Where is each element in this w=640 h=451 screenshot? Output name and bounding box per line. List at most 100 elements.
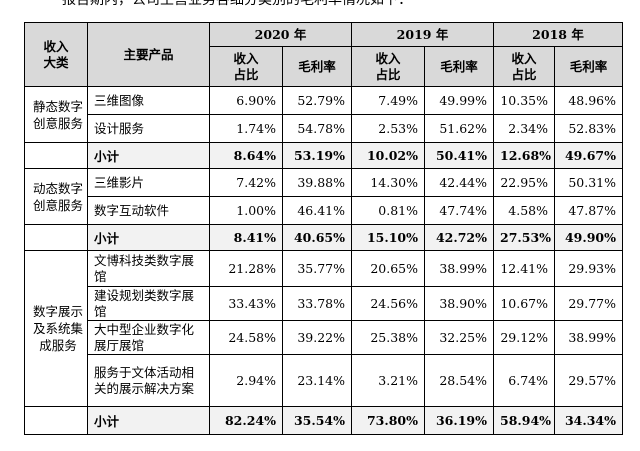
value-cell: 49.99% <box>424 86 494 115</box>
value-cell: 6.90% <box>209 86 283 115</box>
value-cell: 35.54% <box>282 406 352 435</box>
value-cell: 53.19% <box>282 142 352 169</box>
product-cell: 建设规划类数字展馆 <box>87 286 210 321</box>
value-cell: 42.72% <box>424 224 494 251</box>
subtotal-row: 小计 8.64% 53.19% 10.02% 50.41% 12.68% 49.… <box>24 142 623 169</box>
value-cell: 38.99% <box>554 320 623 355</box>
value-cell: 10.35% <box>493 86 555 115</box>
header-category: 收入大类 <box>24 22 88 87</box>
value-cell: 28.54% <box>424 354 494 407</box>
table-row: 数字互动软件 1.00% 46.41% 0.81% 47.74% 4.58% 4… <box>25 196 623 225</box>
product-cell: 服务于文体活动相关的展示解决方案 <box>87 354 210 407</box>
subtotal-row: 小计 8.41% 40.65% 15.10% 42.72% 27.53% 49.… <box>24 224 623 251</box>
header-margin: 毛利率 <box>282 46 352 87</box>
value-cell: 47.74% <box>424 196 494 225</box>
category-cell: 数字展示及系统集成服务 <box>24 250 88 407</box>
value-cell: 73.80% <box>351 406 425 435</box>
product-cell: 设计服务 <box>87 114 210 143</box>
category-cell: 静态数字创意服务 <box>24 86 88 143</box>
subtotal-row: 小计 82.24% 35.54% 73.80% 36.19% 58.94% 34… <box>24 406 623 435</box>
table-row: 大中型企业数字化展厅展馆 24.58% 39.22% 25.38% 32.25%… <box>25 320 623 355</box>
value-cell: 8.64% <box>209 142 283 169</box>
value-cell: 38.99% <box>424 250 494 287</box>
value-cell: 49.67% <box>554 142 623 169</box>
subtotal-label: 小计 <box>87 142 210 169</box>
value-cell: 33.43% <box>209 286 283 321</box>
value-cell: 29.12% <box>493 320 555 355</box>
header-year-2020: 2020 年 <box>209 22 352 47</box>
value-cell: 7.42% <box>209 168 283 197</box>
intro-text: 报告期内，公司主营业务各细分类别的毛利率情况如下： <box>62 0 412 8</box>
header-margin: 毛利率 <box>424 46 494 87</box>
value-cell: 25.38% <box>351 320 425 355</box>
product-cell: 三维影片 <box>87 168 210 197</box>
value-cell: 33.78% <box>282 286 352 321</box>
value-cell: 12.68% <box>493 142 555 169</box>
value-cell: 29.57% <box>554 354 623 407</box>
value-cell: 20.65% <box>351 250 425 287</box>
table-row: 建设规划类数字展馆 33.43% 33.78% 24.56% 38.90% 10… <box>25 286 623 321</box>
value-cell: 0.81% <box>351 196 425 225</box>
category-cell <box>24 224 88 251</box>
table-row: 服务于文体活动相关的展示解决方案 2.94% 23.14% 3.21% 28.5… <box>25 354 623 407</box>
product-cell: 文博科技类数字展馆 <box>87 250 210 287</box>
value-cell: 46.41% <box>282 196 352 225</box>
value-cell: 2.53% <box>351 114 425 143</box>
value-cell: 27.53% <box>493 224 555 251</box>
header-product: 主要产品 <box>87 22 210 87</box>
value-cell: 24.56% <box>351 286 425 321</box>
value-cell: 24.58% <box>209 320 283 355</box>
value-cell: 15.10% <box>351 224 425 251</box>
value-cell: 22.95% <box>493 168 555 197</box>
category-cell <box>24 142 88 169</box>
value-cell: 7.49% <box>351 86 425 115</box>
value-cell: 14.30% <box>351 168 425 197</box>
value-cell: 50.31% <box>554 168 623 197</box>
value-cell: 29.77% <box>554 286 623 321</box>
value-cell: 54.78% <box>282 114 352 143</box>
value-cell: 2.94% <box>209 354 283 407</box>
value-cell: 12.41% <box>493 250 555 287</box>
value-cell: 6.74% <box>493 354 555 407</box>
header-year-2018: 2018 年 <box>493 22 623 47</box>
value-cell: 34.34% <box>554 406 623 435</box>
header-share: 收入占比 <box>351 46 425 87</box>
value-cell: 4.58% <box>493 196 555 225</box>
value-cell: 82.24% <box>209 406 283 435</box>
value-cell: 52.83% <box>554 114 623 143</box>
value-cell: 2.34% <box>493 114 555 143</box>
category-cell: 动态数字创意服务 <box>24 168 88 225</box>
value-cell: 10.67% <box>493 286 555 321</box>
value-cell: 36.19% <box>424 406 494 435</box>
product-cell: 三维图像 <box>87 86 210 115</box>
value-cell: 49.90% <box>554 224 623 251</box>
table-row: 设计服务 1.74% 54.78% 2.53% 51.62% 2.34% 52.… <box>25 114 623 143</box>
value-cell: 42.44% <box>424 168 494 197</box>
value-cell: 40.65% <box>282 224 352 251</box>
value-cell: 38.90% <box>424 286 494 321</box>
value-cell: 48.96% <box>554 86 623 115</box>
value-cell: 35.77% <box>282 250 352 287</box>
table-row: 静态数字创意服务 三维图像 6.90% 52.79% 7.49% 49.99% … <box>24 86 623 143</box>
header-year-2019: 2019 年 <box>351 22 494 47</box>
value-cell: 8.41% <box>209 224 283 251</box>
value-cell: 1.74% <box>209 114 283 143</box>
value-cell: 1.00% <box>209 196 283 225</box>
subtotal-label: 小计 <box>87 406 210 435</box>
value-cell: 39.88% <box>282 168 352 197</box>
value-cell: 21.28% <box>209 250 283 287</box>
value-cell: 23.14% <box>282 354 352 407</box>
value-cell: 10.02% <box>351 142 425 169</box>
value-cell: 39.22% <box>282 320 352 355</box>
table-row: 动态数字创意服务 三维影片 7.42% 39.88% 14.30% 42.44%… <box>24 168 623 225</box>
value-cell: 3.21% <box>351 354 425 407</box>
value-cell: 32.25% <box>424 320 494 355</box>
value-cell: 58.94% <box>493 406 555 435</box>
product-cell: 数字互动软件 <box>87 196 210 225</box>
header-margin: 毛利率 <box>554 46 623 87</box>
category-cell <box>24 406 88 435</box>
value-cell: 51.62% <box>424 114 494 143</box>
table-row: 数字展示及系统集成服务 文博科技类数字展馆 21.28% 35.77% 20.6… <box>24 250 623 407</box>
header-share: 收入占比 <box>493 46 555 87</box>
header-share: 收入占比 <box>209 46 283 87</box>
